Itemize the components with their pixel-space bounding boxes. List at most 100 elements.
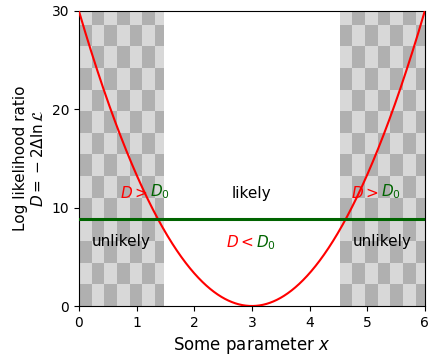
Bar xyxy=(117,133,130,154)
Text: $D < $: $D < $ xyxy=(226,234,254,250)
Bar xyxy=(416,198,425,219)
Bar xyxy=(403,219,416,241)
Bar xyxy=(339,198,352,219)
Bar xyxy=(155,198,164,219)
Bar xyxy=(416,284,425,306)
Bar xyxy=(142,219,155,241)
Bar xyxy=(378,46,390,68)
Bar xyxy=(339,154,352,176)
Bar xyxy=(352,263,365,284)
Bar xyxy=(390,198,403,219)
Bar xyxy=(117,219,130,241)
Bar xyxy=(92,219,104,241)
Bar xyxy=(142,46,155,68)
Bar xyxy=(378,11,390,24)
Bar xyxy=(378,219,390,241)
Bar xyxy=(104,284,117,306)
Text: unlikely: unlikely xyxy=(92,234,151,249)
Bar xyxy=(130,24,142,46)
Bar xyxy=(416,24,425,46)
Text: $D > $: $D > $ xyxy=(120,185,148,201)
Bar xyxy=(104,111,117,133)
Bar xyxy=(365,111,378,133)
Bar xyxy=(352,11,365,24)
Bar xyxy=(117,176,130,198)
Bar xyxy=(142,90,155,111)
Bar xyxy=(339,11,425,306)
Bar xyxy=(403,90,416,111)
Bar xyxy=(155,24,164,46)
Text: likely: likely xyxy=(232,186,272,201)
Bar xyxy=(390,154,403,176)
Bar xyxy=(416,68,425,90)
Bar xyxy=(142,11,155,24)
Bar xyxy=(92,46,104,68)
Bar xyxy=(104,198,117,219)
Bar xyxy=(142,133,155,154)
Bar xyxy=(352,219,365,241)
Bar xyxy=(142,263,155,284)
Bar xyxy=(117,263,130,284)
Bar xyxy=(365,154,378,176)
Bar xyxy=(79,11,164,306)
Bar xyxy=(155,68,164,90)
Bar xyxy=(339,68,352,90)
Bar xyxy=(403,133,416,154)
Bar xyxy=(339,284,352,306)
Bar xyxy=(79,198,92,219)
Bar xyxy=(390,68,403,90)
Bar xyxy=(403,176,416,198)
Bar xyxy=(365,198,378,219)
Bar xyxy=(117,90,130,111)
Bar xyxy=(155,241,164,263)
Bar xyxy=(390,111,403,133)
Bar xyxy=(155,111,164,133)
Bar xyxy=(352,46,365,68)
Text: unlikely: unlikely xyxy=(353,234,412,249)
X-axis label: Some parameter $x$: Some parameter $x$ xyxy=(173,335,331,356)
Bar xyxy=(339,241,352,263)
Bar xyxy=(365,24,378,46)
Bar xyxy=(416,111,425,133)
Text: $D_0$: $D_0$ xyxy=(256,234,276,252)
Bar xyxy=(403,46,416,68)
Bar xyxy=(130,284,142,306)
Bar xyxy=(92,176,104,198)
Bar xyxy=(104,68,117,90)
Bar xyxy=(416,241,425,263)
Bar xyxy=(130,154,142,176)
Bar xyxy=(164,11,339,306)
Bar xyxy=(378,263,390,284)
Bar xyxy=(130,241,142,263)
Y-axis label: Log likelihood ratio
$D = -2\Delta\ln\mathcal{L}$: Log likelihood ratio $D = -2\Delta\ln\ma… xyxy=(14,86,46,231)
Bar xyxy=(155,154,164,176)
Bar xyxy=(92,11,104,24)
Bar xyxy=(104,24,117,46)
Bar xyxy=(92,263,104,284)
Bar xyxy=(390,24,403,46)
Text: $D > $: $D > $ xyxy=(351,185,379,201)
Text: $D_0$: $D_0$ xyxy=(150,183,170,201)
Bar xyxy=(378,133,390,154)
Bar xyxy=(365,68,378,90)
Bar xyxy=(79,24,92,46)
Bar xyxy=(403,263,416,284)
Bar xyxy=(79,154,92,176)
Bar xyxy=(104,154,117,176)
Bar xyxy=(390,241,403,263)
Bar xyxy=(104,241,117,263)
Bar xyxy=(365,241,378,263)
Bar xyxy=(352,176,365,198)
Bar xyxy=(378,90,390,111)
Bar xyxy=(92,133,104,154)
Bar xyxy=(365,284,378,306)
Text: $D_0$: $D_0$ xyxy=(381,183,401,201)
Bar xyxy=(117,11,130,24)
Bar xyxy=(130,111,142,133)
Bar xyxy=(352,133,365,154)
Bar xyxy=(79,284,92,306)
Bar xyxy=(155,284,164,306)
Bar xyxy=(339,111,352,133)
Bar xyxy=(339,24,352,46)
Bar xyxy=(79,68,92,90)
